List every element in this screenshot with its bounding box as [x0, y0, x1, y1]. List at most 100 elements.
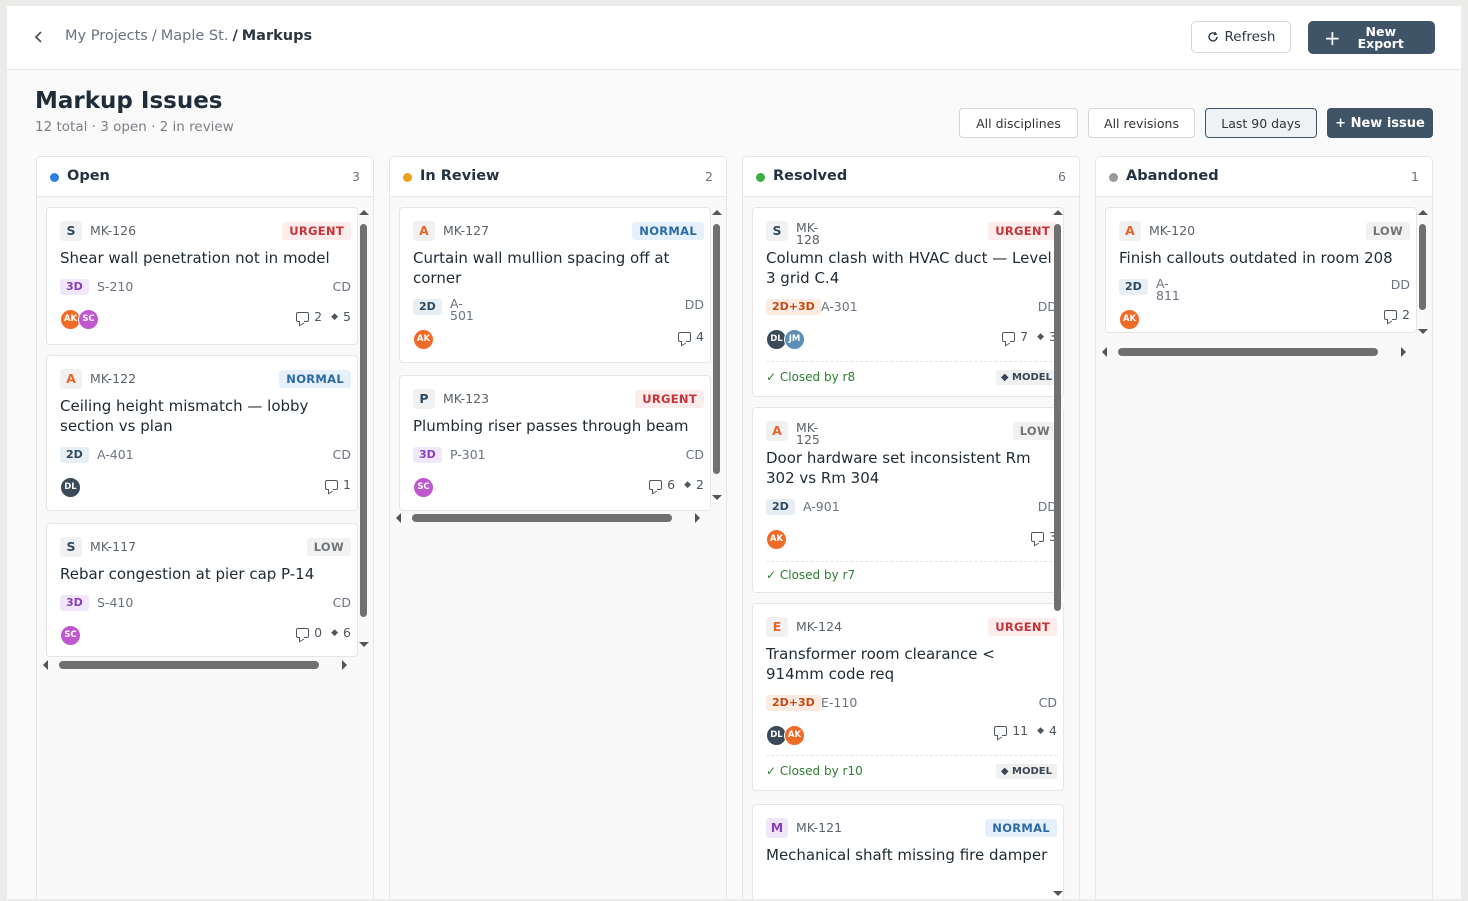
pin-count: 5: [343, 309, 351, 324]
scroll-right-arrow[interactable]: [1401, 347, 1406, 357]
scroll-right-arrow[interactable]: [695, 513, 700, 523]
issue-card[interactable]: A MK-120 LOW Finish callouts outdated in…: [1105, 207, 1417, 333]
date-range-filter[interactable]: Last 90 days: [1205, 108, 1317, 138]
scroll-left-arrow[interactable]: [396, 513, 401, 523]
card-meta: 7 ◆ 3: [1002, 329, 1057, 344]
issue-title: Ceiling height mismatch — lobby section …: [60, 397, 309, 435]
phase-label: CD: [332, 595, 351, 610]
pin-count: 2: [696, 477, 704, 492]
new-export-label: New Export: [1357, 23, 1404, 51]
priority-badge: LOW: [1012, 422, 1057, 440]
dimension-badge: 2D: [413, 299, 442, 315]
comment-icon: [296, 311, 310, 322]
discipline-badge: M: [766, 818, 788, 838]
sheet-number: S-410: [97, 595, 134, 610]
issue-card[interactable]: A MK-125 LOW Door hardware set inconsist…: [752, 407, 1064, 593]
issue-card[interactable]: S MK-117 LOW Rebar congestion at pier ca…: [46, 523, 358, 657]
scroll-up-arrow[interactable]: [359, 210, 369, 215]
breadcrumb-maple-st[interactable]: Maple St.: [160, 28, 229, 44]
issue-card[interactable]: P MK-123 URGENT Plumbing riser passes th…: [399, 375, 711, 511]
chevron-left-icon[interactable]: [33, 28, 45, 49]
priority-badge: LOW: [1365, 222, 1410, 240]
column-body: A MK-120 LOW Finish callouts outdated in…: [1096, 197, 1432, 899]
model-badge[interactable]: ◆ MODEL: [995, 370, 1057, 385]
disciplines-filter[interactable]: All disciplines: [959, 108, 1078, 138]
comment-count: 1: [343, 477, 351, 492]
refresh-label: Refresh: [1224, 29, 1276, 45]
scroll-left-arrow[interactable]: [1102, 347, 1107, 357]
pin-icon: ◆: [331, 627, 339, 638]
avatar[interactable]: SC: [60, 625, 81, 646]
breadcrumb-my-projects[interactable]: My Projects: [65, 28, 148, 44]
avatar[interactable]: JM: [784, 329, 805, 350]
card-meta: 3: [1031, 529, 1057, 544]
closed-by-label: ✓ Closed by r7: [766, 568, 856, 582]
column-abandoned: Abandoned 1 A MK-120 LOW Finish callouts…: [1095, 156, 1433, 899]
avatar[interactable]: AK: [784, 725, 805, 746]
comment-icon: [1384, 309, 1398, 320]
issue-card[interactable]: E MK-124 URGENT Transformer room clearan…: [752, 603, 1064, 791]
issue-card[interactable]: M MK-121 NORMAL Mechanical shaft missing…: [752, 804, 1064, 899]
discipline-badge: A: [413, 221, 435, 241]
comment-count: 11: [1012, 723, 1029, 738]
issue-title: Plumbing riser passes through beam: [413, 417, 689, 435]
comment-icon: [994, 725, 1008, 736]
scroll-up-arrow[interactable]: [1053, 210, 1063, 215]
column-title: In Review: [420, 168, 500, 184]
column-header: Open 3: [37, 157, 373, 197]
avatar[interactable]: AK: [766, 529, 787, 550]
vertical-scrollbar[interactable]: [360, 224, 367, 617]
horizontal-scrollbar[interactable]: [59, 661, 319, 669]
pin-icon: ◆: [1037, 725, 1045, 736]
issue-card[interactable]: A MK-127 NORMAL Curtain wall mullion spa…: [399, 207, 711, 363]
phase-label: CD: [332, 279, 351, 294]
scroll-left-arrow[interactable]: [43, 660, 48, 670]
issue-title: Curtain wall mullion spacing off at corn…: [413, 249, 670, 287]
comment-icon: [649, 479, 663, 490]
horizontal-scrollbar[interactable]: [412, 514, 672, 522]
horizontal-scrollbar[interactable]: [1118, 348, 1378, 356]
column-header: In Review 2: [390, 157, 726, 197]
avatar[interactable]: SC: [413, 477, 434, 498]
revisions-filter[interactable]: All revisions: [1088, 108, 1195, 138]
phase-label: CD: [685, 447, 704, 462]
vertical-scrollbar[interactable]: [713, 224, 720, 474]
avatar[interactable]: SC: [78, 309, 99, 330]
new-export-button[interactable]: + New Export: [1308, 21, 1435, 54]
issue-id: MK-126: [90, 223, 137, 238]
sheet-number: S-210: [97, 279, 134, 294]
sheet-number: E-110: [821, 695, 858, 710]
issue-card[interactable]: A MK-122 NORMAL Ceiling height mismatch …: [46, 355, 358, 511]
app-window: My Projects / Maple St. / Markups Refresh + …: [7, 6, 1461, 899]
vertical-scrollbar[interactable]: [1054, 224, 1061, 611]
scroll-down-arrow[interactable]: [359, 642, 369, 647]
scroll-down-arrow[interactable]: [712, 495, 722, 500]
scroll-right-arrow[interactable]: [342, 660, 347, 670]
scroll-up-arrow[interactable]: [712, 210, 722, 215]
phase-label: DD: [1390, 277, 1410, 292]
refresh-icon: [1207, 31, 1218, 42]
comment-count: 4: [696, 329, 704, 344]
new-issue-button[interactable]: + New issue: [1327, 108, 1433, 138]
card-meta: 1: [325, 477, 351, 492]
model-badge[interactable]: ◆ MODEL: [995, 764, 1057, 779]
issue-card[interactable]: S MK-126 URGENT Shear wall penetration n…: [46, 207, 358, 345]
avatar[interactable]: AK: [413, 329, 434, 350]
avatar[interactable]: AK: [1119, 309, 1140, 330]
comment-count: 3: [1049, 529, 1057, 544]
vertical-scrollbar[interactable]: [1419, 224, 1426, 310]
discipline-badge: A: [1119, 221, 1141, 241]
dimension-badge: 2D: [766, 499, 795, 515]
column-body: S MK-128 URGENT Column clash with HVAC d…: [743, 197, 1079, 899]
breadcrumb-markups: Markups: [241, 28, 313, 44]
scroll-down-arrow[interactable]: [1053, 891, 1063, 896]
issue-card[interactable]: S MK-128 URGENT Column clash with HVAC d…: [752, 207, 1064, 397]
scroll-up-arrow[interactable]: [1418, 210, 1428, 215]
priority-badge: URGENT: [282, 222, 351, 240]
breadcrumb-separator: /: [151, 28, 157, 44]
refresh-button[interactable]: Refresh: [1191, 21, 1291, 53]
closed-by-label: ✓ Closed by r8: [766, 370, 856, 384]
scroll-down-arrow[interactable]: [1418, 329, 1428, 334]
avatar[interactable]: DL: [60, 477, 81, 498]
page-title: Markup Issues: [35, 88, 223, 114]
